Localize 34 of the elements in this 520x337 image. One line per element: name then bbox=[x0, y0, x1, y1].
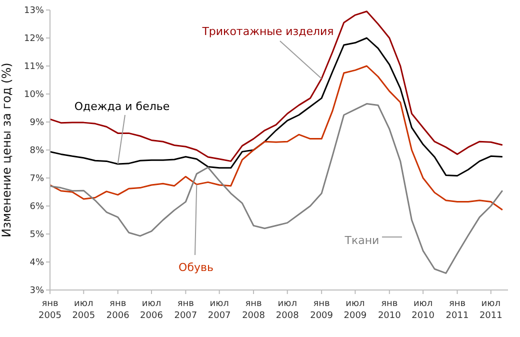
x-tick-label: янв 2008 bbox=[242, 299, 266, 321]
y-tick-label: 4% bbox=[30, 258, 44, 268]
line-series bbox=[50, 10, 504, 162]
x-tick-label: июл 2007 bbox=[208, 299, 231, 321]
x-tick-label: июл 2008 bbox=[276, 299, 300, 321]
x-tick-label: янв 2010 bbox=[378, 299, 402, 321]
y-tick-label: 5% bbox=[30, 230, 44, 240]
y-tick-label: 11% bbox=[24, 62, 44, 72]
x-tick-label: янв 2005 bbox=[38, 299, 62, 321]
y-tick-label: 10% bbox=[24, 90, 44, 100]
x-tick-label: июл 2009 bbox=[344, 299, 367, 321]
line-series bbox=[50, 65, 504, 211]
x-tick-label: июл 2011 bbox=[479, 299, 502, 321]
line-series bbox=[50, 37, 504, 177]
x-tick-label: янв 2007 bbox=[174, 299, 198, 321]
text: Одежда и белье bbox=[74, 100, 170, 114]
series-label: Трикотажные изделия bbox=[201, 25, 334, 38]
y-tick-label: 9% bbox=[30, 118, 44, 128]
x-tick-label: июл 2010 bbox=[412, 299, 435, 321]
x-tick-label: июл 2006 bbox=[140, 299, 164, 321]
y-tick-label: 3% bbox=[30, 286, 44, 296]
y-tick-label: 7% bbox=[30, 174, 44, 184]
y-tick-label: 13% bbox=[24, 6, 44, 16]
y-tick-label: 6% bbox=[30, 202, 44, 212]
text: Обувь bbox=[178, 261, 214, 274]
text: Ткани bbox=[344, 234, 380, 248]
x-tick-label: янв 2009 bbox=[310, 299, 334, 321]
line-series bbox=[50, 103, 504, 274]
x-tick-label: июл 2005 bbox=[72, 299, 96, 321]
y-tick-label: 12% bbox=[24, 34, 44, 44]
y-tick-label: 8% bbox=[30, 146, 44, 156]
y-axis-title: Изменение цены за год (%) bbox=[0, 62, 14, 238]
x-tick-label: янв 2011 bbox=[446, 299, 469, 321]
x-tick-label: янв 2006 bbox=[106, 299, 130, 321]
